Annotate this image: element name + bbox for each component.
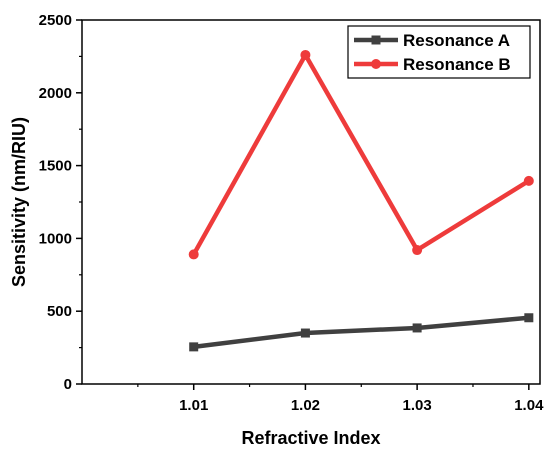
legend-marker-2 (371, 59, 381, 69)
series-1-point (189, 342, 199, 352)
x-tick-label: 1.04 (514, 397, 544, 414)
series-1-point (300, 328, 310, 338)
y-tick-label: 1500 (39, 158, 72, 175)
series-2-point (188, 249, 199, 260)
x-tick-label: 1.02 (291, 397, 320, 414)
series-group (188, 49, 534, 352)
series-line-2 (191, 50, 531, 256)
y-axis-title: Sensitivity (nm/RIU) (9, 117, 29, 287)
y-tick-label: 1000 (39, 230, 72, 247)
y-tick-label: 2500 (39, 12, 72, 29)
x-tick-label: 1.03 (403, 397, 432, 414)
y-tick-label: 2000 (39, 85, 72, 102)
legend-label-2: Resonance B (403, 55, 511, 74)
series-line-1 (193, 315, 530, 350)
legend-marker-1 (371, 35, 381, 45)
y-tick-label: 0 (64, 376, 72, 393)
y-tick-label: 500 (47, 303, 72, 320)
x-tick-label: 1.01 (179, 397, 208, 414)
series-1-point (524, 313, 534, 323)
series-1-point (412, 323, 422, 333)
x-axis-title: Refractive Index (241, 428, 380, 448)
axis-ticks: 0 500 1000 1500 2000 2500 1.01 1.02 1.03 1.04 (39, 12, 544, 414)
legend-box (347, 25, 531, 79)
legend: Resonance A Resonance B (347, 25, 531, 79)
series-2-point (412, 245, 423, 256)
legend-label-1: Resonance A (403, 31, 510, 50)
series-2-point (300, 49, 311, 60)
series-2-point (523, 175, 534, 186)
